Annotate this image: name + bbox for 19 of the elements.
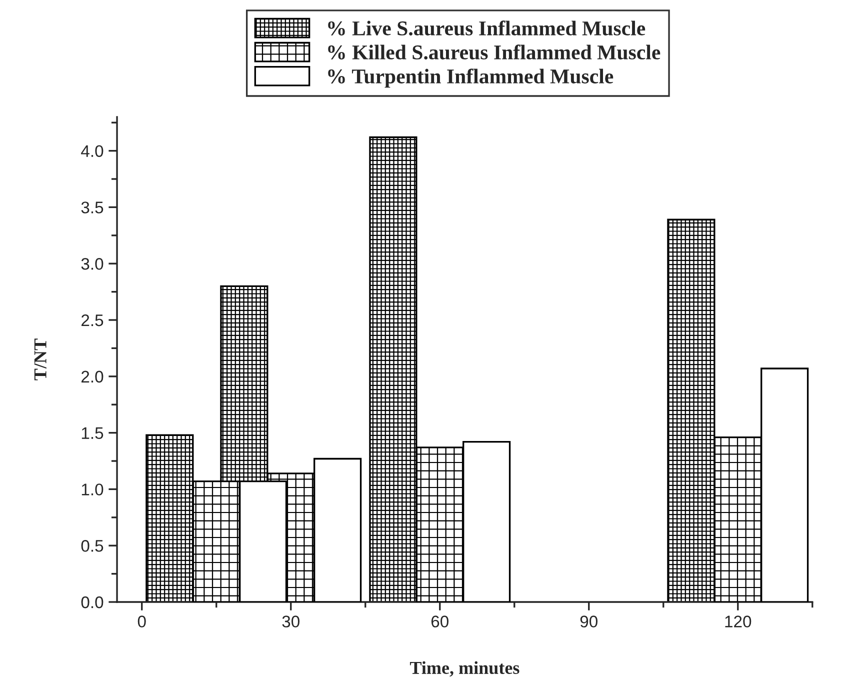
y-tick-label: 2.0 (82, 370, 104, 383)
y-tick-label: 2.5 (82, 314, 104, 326)
y-tick-label: 3.5 (81, 202, 104, 214)
x-tick-label: 60 (431, 616, 448, 628)
x-tick-label: 30 (282, 616, 300, 628)
legend-label: % Turpentin Inflammed Muscle (328, 68, 614, 88)
x-tick-label: 90 (580, 616, 598, 628)
y-tick-label: 0.0 (81, 596, 104, 608)
y-tick-label: 3.0 (81, 258, 104, 270)
y-tick-label: 1.5 (82, 427, 104, 440)
x-tick-label: 0 (138, 616, 146, 628)
y-tick-label: 0.5 (81, 540, 104, 552)
x-axis-title: Time, minutes (410, 661, 520, 677)
y-axis-title: T/NT (34, 338, 46, 380)
x-tick-label: 120 (725, 616, 752, 628)
legend-label: % Killed S.aureus Inflammed Muscle (328, 44, 660, 60)
y-tick-label: 4.0 (81, 145, 104, 158)
legend-label: % Live S.aureus Inflammed Muscle (328, 20, 646, 36)
y-tick-label: 1.0 (82, 484, 104, 496)
